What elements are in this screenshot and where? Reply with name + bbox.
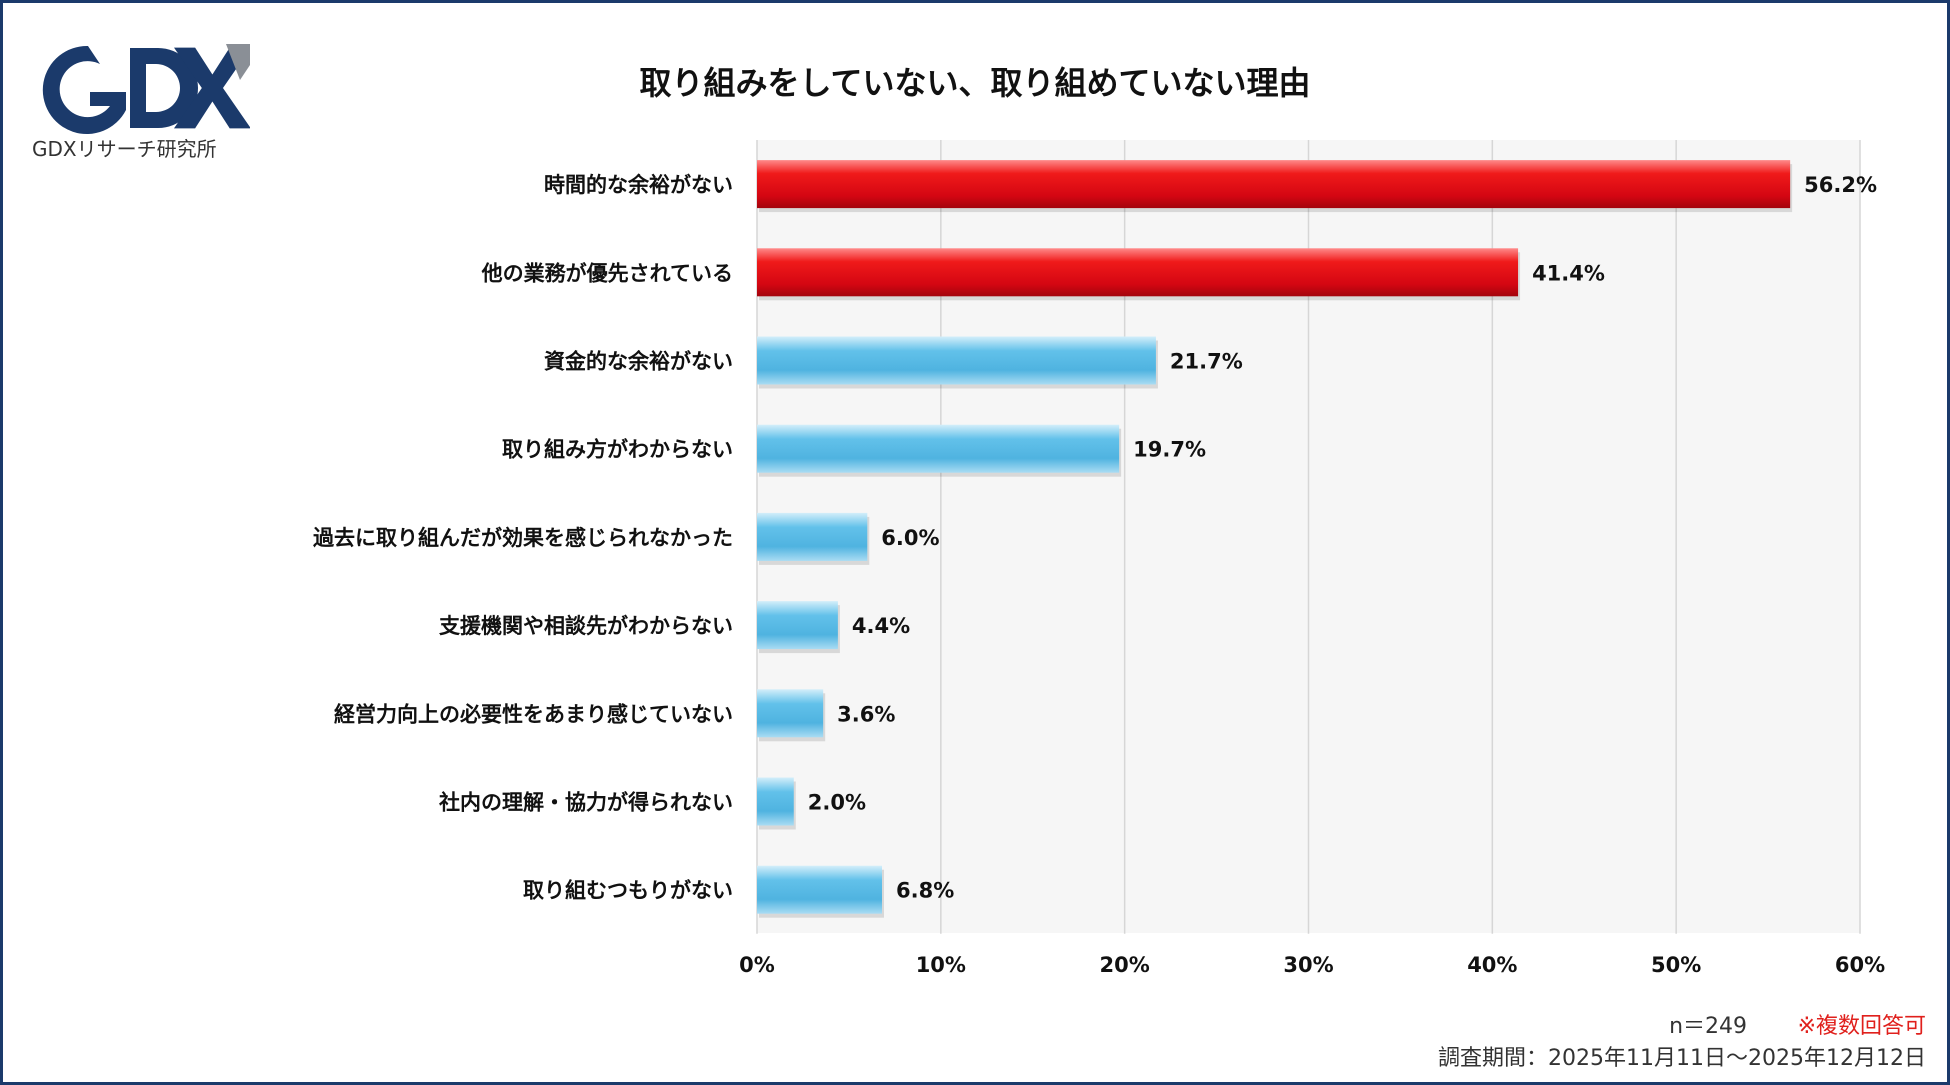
value-label: 4.4% [852,614,910,638]
gdx-logo [42,44,250,134]
x-tick-label: 30% [1283,953,1333,977]
value-label: 41.4% [1532,261,1605,285]
x-tick-label: 40% [1467,953,1517,977]
x-tick-label: 60% [1835,953,1885,977]
sample-size-note: n＝249 [1669,1014,1747,1039]
value-label: 56.2% [1804,173,1877,197]
category-label: 取り組むつもりがない [523,879,733,903]
value-label: 19.7% [1133,438,1206,462]
bar [757,689,824,738]
survey-period-note: 調査期間：2025年11月11日～2025年12月12日 [1438,1046,1926,1071]
bar [757,865,883,914]
category-label: 社内の理解・協力が得られない [438,791,733,815]
bar-chart: 時間的な余裕がない他の業務が優先されている資金的な余裕がない取り組み方がわからな… [313,140,1885,977]
category-label: 取り組み方がわからない [502,438,733,462]
brand-name: GDXリサーチ研究所 [32,137,217,161]
value-labels: 56.2% 41.4% 21.7% 19.7% 6.0% 4.4% 3.6% 2.0% 6.8% [808,173,1877,903]
category-labels: 時間的な余裕がない他の業務が優先されている資金的な余裕がない取り組み方がわからな… [313,173,733,903]
bar [757,336,1156,385]
logo-letter-x [174,47,250,129]
bar [757,777,794,826]
bar [757,248,1519,297]
bar [757,424,1120,473]
chart-title: 取り組みをしていない、取り組めていない理由 [639,64,1311,102]
logo-accent [226,44,250,80]
multiple-answer-note: ※複数回答可 [1797,1014,1926,1039]
bar [757,160,1791,209]
category-label: 過去に取り組んだが効果を感じられなかった [313,526,733,550]
x-axis-tick-labels: 0% 10% 20% 30% 40% 50% 60% [739,953,1885,977]
bar [757,512,868,561]
category-label: 時間的な余裕がない [544,173,733,197]
x-tick-label: 10% [916,953,966,977]
value-label: 2.0% [808,791,866,815]
x-tick-label: 20% [1100,953,1150,977]
value-label: 21.7% [1170,350,1243,374]
value-label: 6.8% [896,879,954,903]
logo-letter-g [42,45,126,134]
bars [757,160,1793,918]
category-label: 支援機関や相談先がわからない [439,614,733,638]
category-label: 経営力向上の必要性をあまり感じていない [334,702,733,726]
logo-letter-d [130,48,198,128]
category-label: 他の業務が優先されている [481,261,733,285]
value-label: 6.0% [881,526,939,550]
category-label: 資金的な余裕がない [544,350,733,374]
value-label: 3.6% [837,702,895,726]
x-tick-label: 0% [739,953,775,977]
x-tick-label: 50% [1651,953,1701,977]
bar [757,601,838,650]
